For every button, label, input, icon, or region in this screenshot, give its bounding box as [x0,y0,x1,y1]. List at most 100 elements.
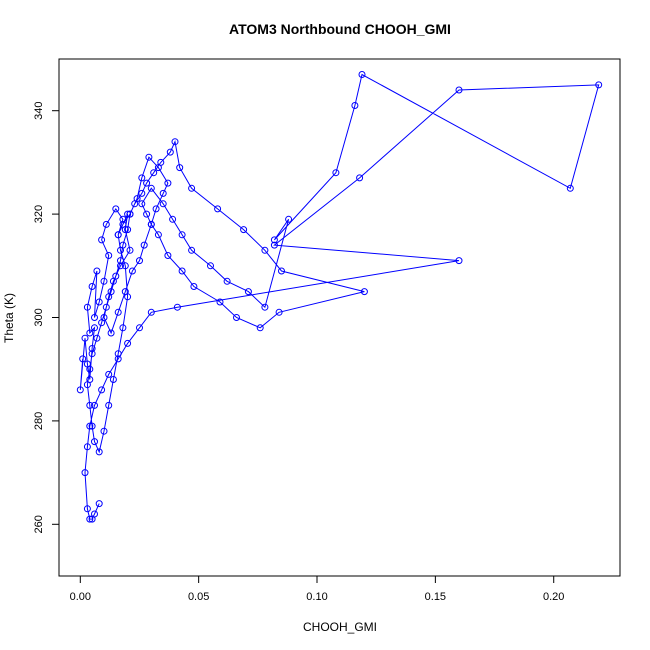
data-point [83,505,91,513]
data-point [147,308,155,316]
data-point [143,179,151,187]
data-point [166,148,174,156]
data-point [86,515,94,523]
data-point [152,205,160,213]
data-point [128,267,136,275]
data-point [105,401,113,409]
data-point [107,329,115,337]
data-point [91,510,98,518]
data-point [100,427,108,435]
data-point [117,257,124,265]
data-point [91,324,98,332]
data-point [121,262,129,270]
data-point [126,246,134,254]
data-point [164,179,172,187]
y-tick-label: 280 [33,412,45,430]
x-tick-label: 0.00 [70,591,91,603]
x-tick-label: 0.20 [543,591,564,603]
data-point [79,355,87,363]
data-point [114,355,122,363]
data-point [93,267,101,275]
data-point [81,334,89,342]
chart-title: ATOM3 Northbound CHOOH_GMI [229,21,451,37]
data-point [261,303,269,311]
data-point [91,401,98,409]
data-point [207,262,214,270]
series-layer [76,71,603,523]
data-point [244,288,252,296]
data-point [270,236,278,244]
data-point [88,345,96,352]
data-point [240,226,248,234]
y-tick-label: 260 [33,515,45,533]
data-point [351,102,359,109]
y-tick-label: 320 [33,205,45,223]
data-point [98,386,106,394]
data-point [112,272,120,280]
data-point [124,339,132,347]
data-point [95,500,103,508]
y-axis-label: Theta (K) [2,293,16,343]
data-point [214,205,222,213]
data-point [86,401,94,409]
data-point [112,205,120,213]
data-point [91,314,98,321]
data-point [159,200,167,208]
data-point [275,308,283,316]
data-point [216,298,224,306]
data-point [119,220,127,228]
data-point [360,288,368,296]
data-point [147,184,155,192]
data-point [114,350,122,358]
data-point [278,267,285,275]
data-point [95,448,103,456]
data-point [105,252,113,259]
data-point [124,226,132,234]
data-point [159,189,167,197]
data-point [93,334,101,342]
data-point [98,319,106,327]
data-point [455,257,463,265]
data-point [76,386,84,394]
data-point [136,257,143,265]
data-point [126,210,134,218]
data-point [98,236,106,244]
data-point [140,241,148,249]
data-point [83,443,91,451]
data-point [81,469,89,477]
data-point [164,252,172,259]
y-tick-label: 300 [33,308,45,326]
data-point [114,231,122,239]
data-point [150,169,158,177]
x-tick-label: 0.10 [306,591,327,603]
data-point [124,210,132,218]
data-point [114,308,122,316]
data-point [107,288,115,296]
data-point [124,293,132,301]
data-point [88,422,96,430]
data-point [83,381,91,389]
data-point [147,220,155,228]
data-point [190,283,198,290]
data-point [86,329,94,337]
data-point [86,365,94,373]
data-point [188,246,196,254]
data-point [83,303,91,311]
data-point [88,283,96,290]
data-point [261,246,269,254]
data-point [176,164,184,172]
data-point [117,262,124,270]
data-point [595,81,603,89]
data-point [358,71,366,78]
plot-frame [58,58,621,577]
data-point [178,231,186,239]
y-tick-label: 340 [33,102,45,120]
data-point [356,174,364,182]
data-point [100,277,108,285]
data-point [117,246,124,254]
data-point [173,303,181,311]
data-point [109,376,117,383]
data-point [256,324,264,332]
data-point [95,298,103,306]
